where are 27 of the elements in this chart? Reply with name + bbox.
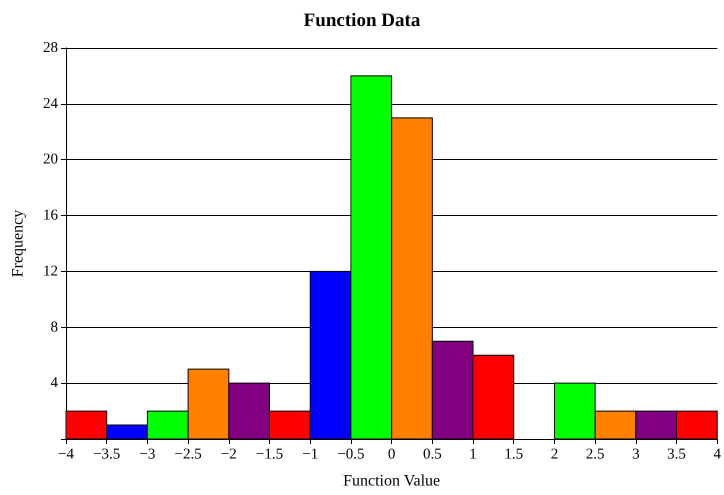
- x-tick-label: 3.5: [667, 446, 686, 462]
- x-tick-label: 4: [714, 446, 722, 462]
- x-tick-label: 2: [550, 446, 558, 462]
- x-tick-label: −4: [58, 446, 74, 462]
- x-tick-label: 0: [388, 446, 396, 462]
- y-tick-label: 16: [43, 208, 58, 224]
- x-tick-label: 1.5: [504, 446, 524, 462]
- y-tick-label: 20: [43, 152, 58, 168]
- x-tick-label: −2: [220, 446, 237, 462]
- x-tick-label: −1: [302, 446, 318, 462]
- x-tick-label: 1: [469, 446, 477, 462]
- y-tick-label: 12: [43, 263, 58, 280]
- x-tick-label: 3: [632, 446, 640, 462]
- y-axis-title: Frequency: [10, 210, 26, 278]
- x-tick-label: −1.5: [256, 446, 284, 462]
- x-tick-label: 2.5: [586, 446, 605, 462]
- x-tick-label: 0.5: [422, 446, 442, 462]
- chart-title: Function Data: [304, 10, 421, 31]
- x-axis-title: Function Value: [343, 472, 440, 490]
- x-tick-label: −3.5: [93, 446, 120, 462]
- x-tick-label: −2.5: [174, 446, 202, 462]
- y-tick-label: 28: [43, 40, 58, 56]
- y-tick-label: 8: [50, 319, 58, 336]
- x-tick-label: −3: [139, 446, 156, 462]
- y-tick-label: 4: [50, 375, 58, 392]
- y-tick-label: 24: [43, 96, 58, 112]
- x-tick-label: −0.5: [337, 446, 365, 462]
